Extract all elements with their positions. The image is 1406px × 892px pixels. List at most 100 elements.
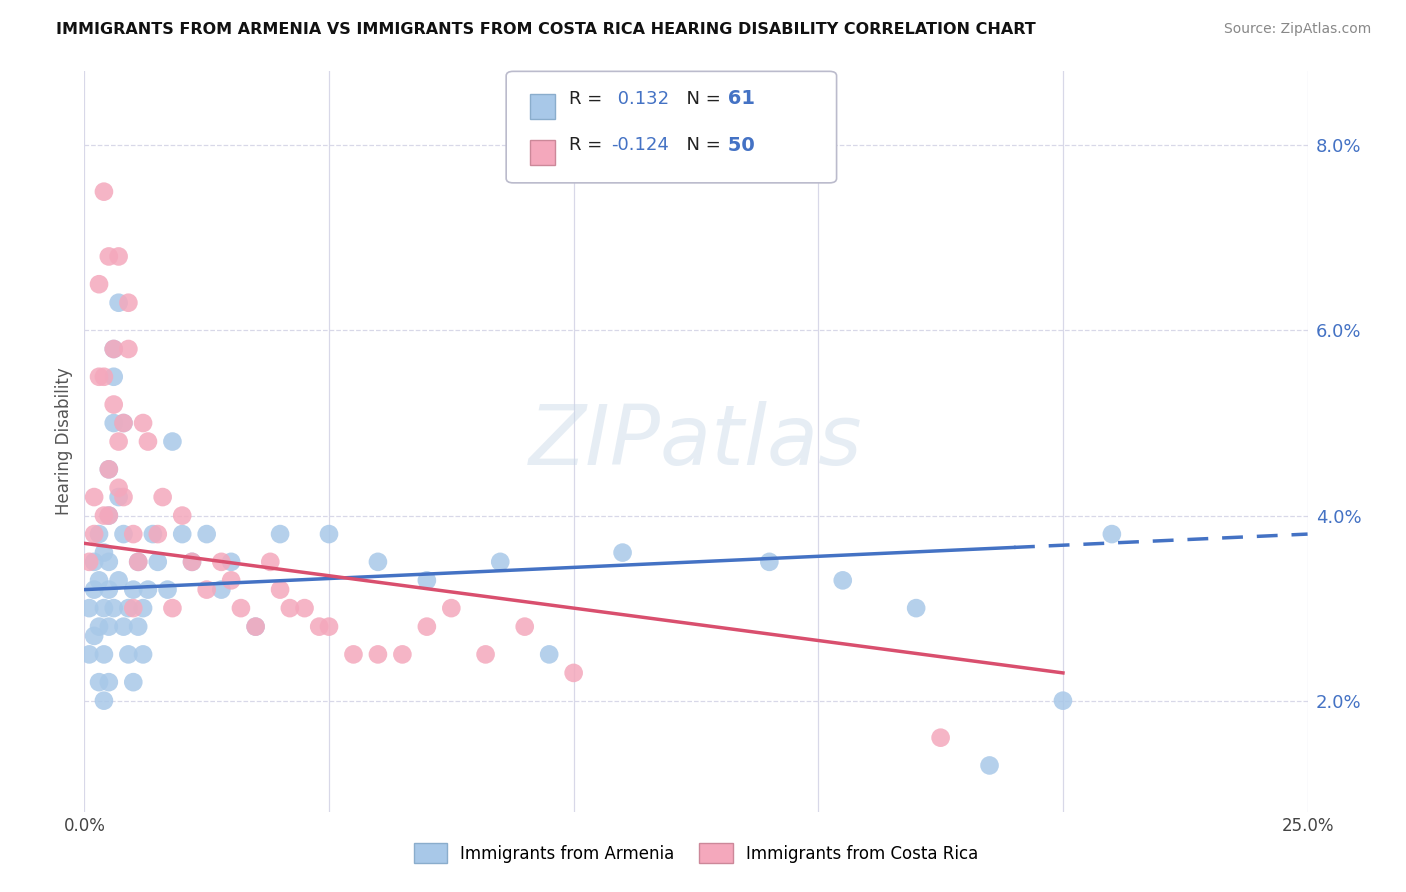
Point <box>219 555 242 569</box>
Point <box>269 527 291 541</box>
Point <box>107 481 129 495</box>
Point <box>132 416 155 430</box>
Point <box>181 555 204 569</box>
Point <box>127 619 149 633</box>
Point <box>245 619 267 633</box>
Point <box>162 434 184 449</box>
Point <box>1101 527 1123 541</box>
Point <box>122 675 145 690</box>
Point <box>294 601 316 615</box>
Point <box>93 369 115 384</box>
Text: N =: N = <box>675 90 727 108</box>
Point <box>136 434 159 449</box>
Legend: Immigrants from Armenia, Immigrants from Costa Rica: Immigrants from Armenia, Immigrants from… <box>406 837 986 870</box>
Point <box>209 582 232 597</box>
Point <box>308 619 330 633</box>
Point <box>87 619 110 633</box>
Point <box>97 619 120 633</box>
Point <box>87 574 110 588</box>
Point <box>77 601 100 615</box>
Point <box>831 574 853 588</box>
Text: -0.124: -0.124 <box>612 136 669 154</box>
Point <box>929 731 952 745</box>
Text: ZIPatlas: ZIPatlas <box>529 401 863 482</box>
Point <box>278 601 301 615</box>
Point <box>172 508 194 523</box>
Point <box>416 574 439 588</box>
Point <box>136 582 159 597</box>
Point <box>107 249 129 264</box>
Point <box>416 619 439 633</box>
Point <box>87 369 110 384</box>
Point <box>905 601 928 615</box>
Point <box>93 545 115 560</box>
Point <box>107 295 129 310</box>
Point <box>122 601 145 615</box>
Point <box>219 574 242 588</box>
Point <box>758 555 780 569</box>
Point <box>132 648 155 662</box>
Point <box>538 648 561 662</box>
Point <box>489 555 512 569</box>
Point <box>391 648 413 662</box>
Point <box>367 555 389 569</box>
Point <box>1052 694 1074 708</box>
Point <box>103 416 125 430</box>
Point <box>146 527 169 541</box>
Point <box>342 648 364 662</box>
Point <box>259 555 281 569</box>
Point <box>229 601 252 615</box>
Point <box>122 582 145 597</box>
Point <box>112 527 135 541</box>
Point <box>107 434 129 449</box>
Point <box>117 601 139 615</box>
Point <box>103 342 125 356</box>
Point <box>83 555 105 569</box>
Point <box>93 648 115 662</box>
Point <box>87 527 110 541</box>
Point <box>87 277 110 292</box>
Point <box>97 555 120 569</box>
Text: N =: N = <box>675 136 727 154</box>
Point <box>146 555 169 569</box>
Point <box>440 601 463 615</box>
Point <box>103 601 125 615</box>
Point <box>181 555 204 569</box>
Point <box>112 416 135 430</box>
Point <box>245 619 267 633</box>
Point <box>83 582 105 597</box>
Point <box>269 582 291 597</box>
Point <box>513 619 536 633</box>
Point <box>112 619 135 633</box>
Point <box>367 648 389 662</box>
Point <box>103 397 125 411</box>
Point <box>97 508 120 523</box>
Point <box>117 648 139 662</box>
Point <box>97 462 120 476</box>
Point <box>77 555 100 569</box>
Text: 50: 50 <box>721 136 755 154</box>
Point <box>77 648 100 662</box>
Y-axis label: Hearing Disability: Hearing Disability <box>55 368 73 516</box>
Point <box>93 508 115 523</box>
Point <box>93 694 115 708</box>
Point <box>195 582 218 597</box>
Point <box>474 648 496 662</box>
Point <box>979 758 1001 772</box>
Point <box>83 490 105 504</box>
Point <box>318 619 340 633</box>
Point <box>172 527 194 541</box>
Text: R =: R = <box>569 136 609 154</box>
Point <box>122 527 145 541</box>
Point <box>152 490 174 504</box>
Point <box>87 675 110 690</box>
Point <box>112 490 135 504</box>
Point <box>127 555 149 569</box>
Point <box>103 342 125 356</box>
Text: 0.132: 0.132 <box>612 90 669 108</box>
Point <box>97 508 120 523</box>
Text: R =: R = <box>569 90 609 108</box>
Point <box>97 249 120 264</box>
Point <box>132 601 155 615</box>
Text: 61: 61 <box>721 89 755 108</box>
